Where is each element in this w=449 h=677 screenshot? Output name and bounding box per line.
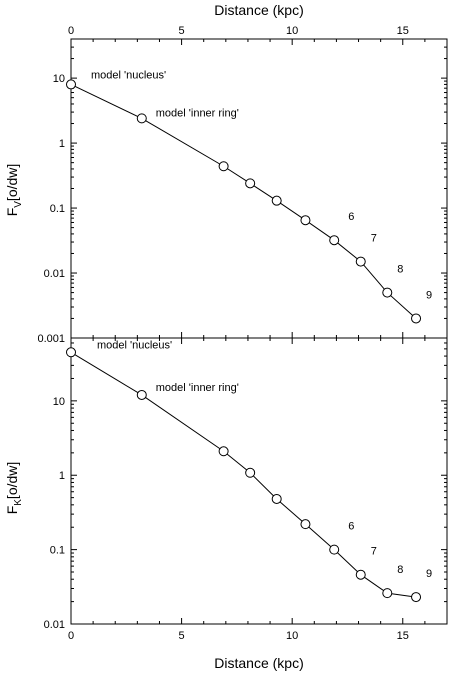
top-annotation: 9 (426, 289, 432, 301)
top-x-tick-label: 0 (68, 25, 74, 37)
bottom-data-point (271, 493, 282, 504)
bottom-panel-y-axis-title: FK[o/dw] (4, 462, 24, 515)
bottom-data-point (66, 347, 76, 358)
top-data-point (355, 256, 366, 267)
bottom-data-point (329, 544, 340, 555)
top-data-point (245, 178, 256, 189)
top-y-tick-label: 1 (59, 138, 65, 150)
top-panel-y-axis-symbol: F (4, 208, 20, 217)
bottom-data-point (355, 569, 366, 580)
top-annotation: model 'inner ring' (156, 107, 239, 119)
bottom-data-point (411, 592, 422, 603)
bottom-y-tick-label: 10 (53, 396, 65, 408)
top-panel-y-axis-title: FV[o/dw] (4, 164, 24, 217)
top-x-tick-label: 10 (286, 25, 298, 37)
bottom-data-point (382, 588, 393, 599)
bottom-x-tick-label: 10 (286, 630, 298, 642)
top-y-tick-label: 10 (53, 73, 65, 85)
bottom-y-tick-label: 0.1 (50, 545, 65, 557)
top-annotation: model 'nucleus' (91, 69, 166, 81)
top-data-point (382, 287, 393, 298)
top-x-axis-title: Distance (kpc) (214, 2, 303, 18)
bottom-annotation: 6 (348, 521, 354, 533)
bottom-series-line (70, 351, 417, 598)
top-annotation: 8 (397, 264, 403, 276)
bottom-y-tick-label: 0.01 (44, 619, 65, 631)
bottom-annotation: model 'nucleus' (97, 339, 172, 351)
bottom-panel-y-axis-subscript: K (13, 499, 24, 506)
bottom-annotation: 8 (397, 564, 403, 576)
bottom-data-point (218, 446, 229, 457)
bottom-panel-frame (70, 337, 448, 625)
bottom-annotation: model 'inner ring' (156, 382, 239, 394)
top-annotation: 6 (348, 211, 354, 223)
top-series-line (70, 83, 417, 319)
bottom-data-point (300, 519, 311, 530)
top-x-tick-label: 5 (179, 25, 185, 37)
top-data-point (66, 79, 76, 90)
top-y-tick-label: 0.01 (44, 268, 65, 280)
top-annotation: 7 (371, 233, 377, 245)
top-data-point (271, 195, 282, 206)
bottom-annotation: 9 (426, 568, 432, 580)
bottom-x-tick-label: 0 (68, 630, 74, 642)
top-panel-y-axis-subscript: V (13, 201, 24, 208)
bottom-data-point (136, 389, 147, 400)
top-data-point (300, 215, 311, 226)
top-y-tick-label: 0.001 (37, 333, 65, 345)
bottom-panel-y-axis-symbol: F (4, 506, 20, 515)
bottom-x-axis-title: Distance (kpc) (214, 655, 303, 671)
bottom-panel: 0 5 10 15 0.01 0.1 1 10 model 'nucleus' model 'in… (44, 337, 448, 642)
bottom-y-tick-label: 1 (59, 470, 65, 482)
bottom-annotation: 7 (371, 546, 377, 558)
top-data-point (411, 313, 422, 324)
top-panel-y-axis-suffix: [o/dw] (4, 164, 20, 201)
top-data-point (329, 235, 340, 246)
bottom-data-point (245, 467, 256, 478)
top-data-point (136, 113, 147, 124)
bottom-x-tick-label: 5 (179, 630, 185, 642)
bottom-panel-y-axis-suffix: [o/dw] (4, 462, 20, 499)
bottom-x-tick-label: 15 (397, 630, 409, 642)
top-panel: 0 5 10 15 0.001 0.01 0.1 1 10 model 'nucleus' mode… (37, 25, 448, 345)
top-y-tick-label: 0.1 (50, 203, 65, 215)
top-x-tick-label: 15 (397, 25, 409, 37)
top-data-point (218, 161, 229, 172)
